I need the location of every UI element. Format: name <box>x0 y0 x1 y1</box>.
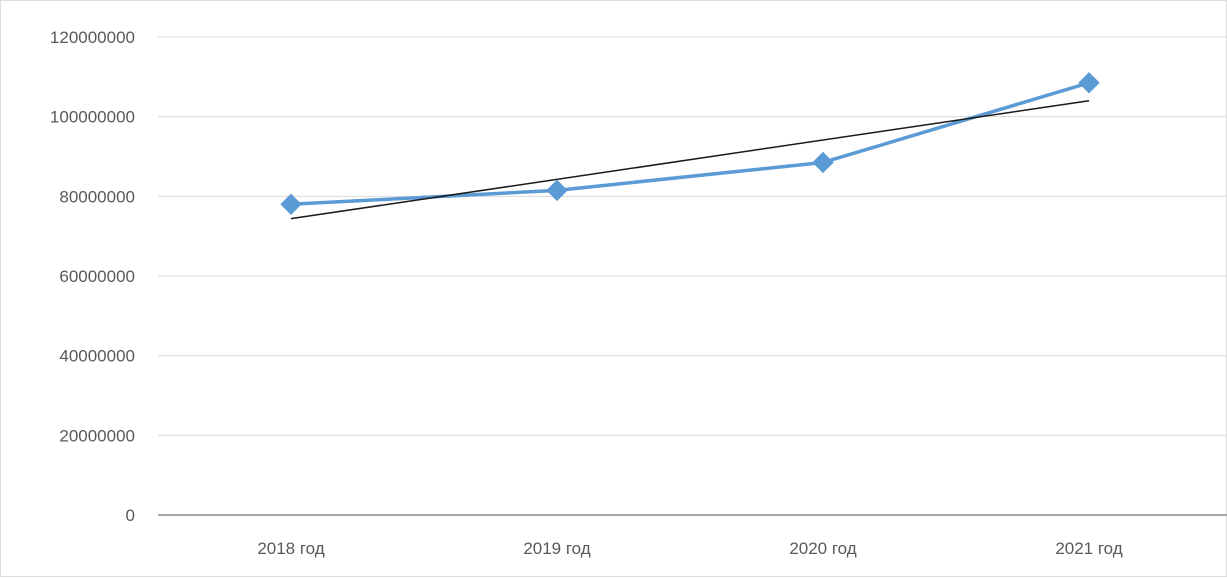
data-point-marker <box>812 151 834 174</box>
series-plot-area <box>280 72 1100 220</box>
data-point-marker <box>1078 72 1100 94</box>
y-tick-label: 20000000 <box>59 426 135 445</box>
linear-trendline <box>290 99 1090 220</box>
data-point-marker <box>546 179 568 202</box>
x-tick-label: 2020 год <box>789 539 856 558</box>
y-axis-tick-labels: 0 20000000 40000000 60000000 80000000 1000000… <box>50 28 135 525</box>
y-tick-label: 80000000 <box>59 187 135 206</box>
y-tick-label: 40000000 <box>59 347 135 366</box>
y-tick-label: 0 <box>126 506 135 525</box>
y-tick-label: 120000000 <box>50 28 135 47</box>
gridlines <box>158 36 1227 436</box>
x-tick-label: 2021 год <box>1055 539 1122 558</box>
y-tick-label: 60000000 <box>59 267 135 286</box>
x-axis-tick-labels: 2018 год 2019 год 2020 год 2021 год <box>257 539 1122 558</box>
series-line <box>289 81 1091 207</box>
y-tick-label: 100000000 <box>50 108 135 127</box>
x-tick-label: 2018 год <box>257 539 324 558</box>
x-tick-label: 2019 год <box>523 539 590 558</box>
data-point-marker <box>280 193 302 216</box>
